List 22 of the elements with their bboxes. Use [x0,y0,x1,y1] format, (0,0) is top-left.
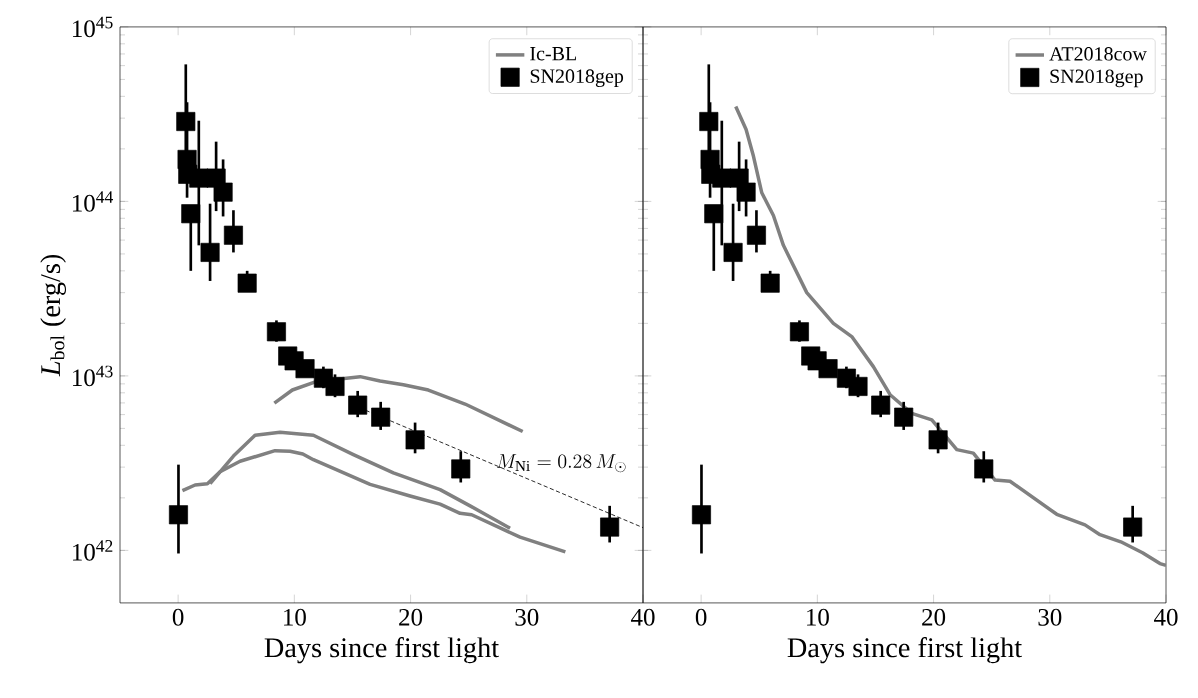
x-tick-label: 0 [695,608,707,626]
legend-label: Ic-BL [530,47,576,61]
legend-label: SN2018gep [530,69,624,87]
x-tick-label: 30 [1038,608,1062,626]
x-tick-label: 30 [515,608,539,626]
legend-label: AT2018cow [1049,47,1147,61]
y-tick-label: 10$^{45}$ [72,16,113,38]
legend-label: SN2018gep [1050,69,1143,88]
x-tick-label: 40 [631,608,655,626]
y-tick-label: 10$^{43}$ [72,365,113,387]
y-tick-label: 10$^{42}$ [72,540,113,561]
x-axis-title: Days since first light [264,637,499,664]
x-tick-label: 40 [1154,608,1178,626]
x-tick-label: 20 [399,608,423,626]
x-tick-label: 10 [807,608,829,626]
x-tick-label: 20 [922,608,946,626]
y-tick-label: 10$^{44}$ [72,191,114,212]
annotation: $M_{\rm Ni} = 0.28\,M_\odot$ [497,454,626,473]
x-axis-title: Days since first light [787,637,1023,664]
x-tick-label: 10 [284,608,306,626]
y-axis-title: L$_{bol}$ (erg/s) [40,254,67,377]
x-tick-label: 0 [172,608,184,626]
